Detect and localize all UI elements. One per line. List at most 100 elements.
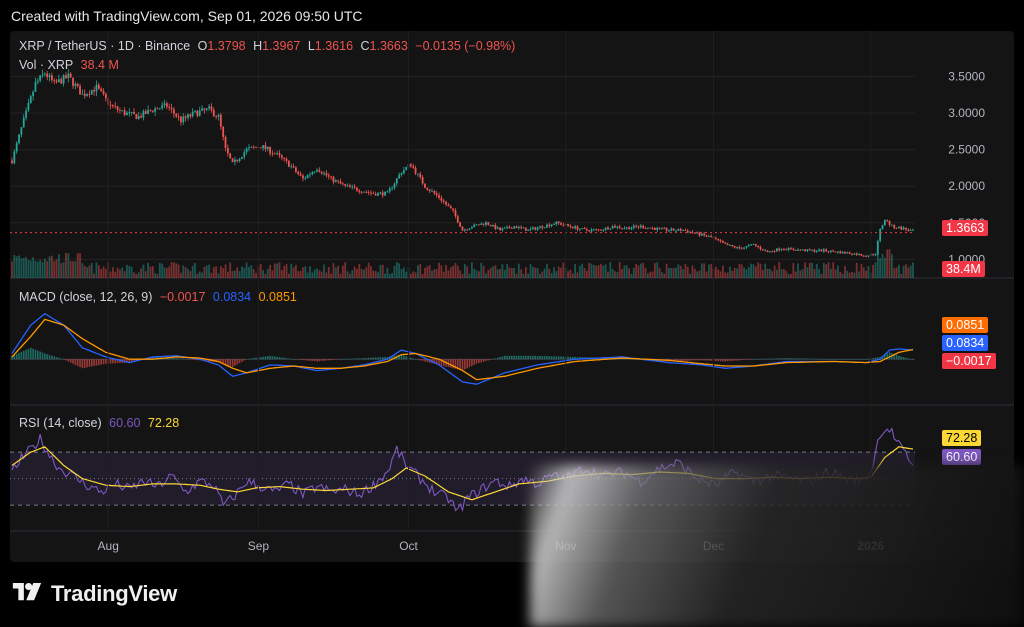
candle-body <box>309 174 311 176</box>
candle-body <box>384 191 386 196</box>
candle-body <box>381 192 384 196</box>
candle-body <box>421 177 424 184</box>
candle-body <box>158 108 161 110</box>
candle-body <box>893 224 896 229</box>
macd-histogram-bar <box>832 359 835 360</box>
candle-body <box>463 229 466 231</box>
candle-body <box>11 160 13 164</box>
volume-bar <box>675 267 677 278</box>
volume-bar <box>149 266 152 278</box>
macd-histogram-bar <box>386 356 389 360</box>
volume-bar <box>865 270 867 278</box>
candle-body <box>177 116 180 118</box>
volume-bar <box>729 266 731 278</box>
candle-body <box>287 160 290 167</box>
macd-histogram-bar <box>116 359 119 364</box>
candle-body <box>269 146 271 154</box>
candle-body <box>428 189 431 191</box>
volume-bar <box>278 262 281 278</box>
volume-bar <box>370 266 372 278</box>
volume-bar <box>119 269 121 278</box>
candle-body <box>879 229 882 241</box>
macd-histogram-bar <box>283 357 285 360</box>
symbol-label: XRP / TetherUS · 1D · Binance <box>19 39 191 53</box>
candle-body <box>140 116 142 118</box>
volume-bar <box>346 271 349 278</box>
candle-body <box>628 227 630 230</box>
macd-histogram-bar <box>745 359 748 360</box>
candle-body <box>722 241 724 243</box>
candle-body <box>79 85 81 95</box>
candle-body <box>27 103 30 111</box>
candle-body <box>670 228 673 231</box>
volume-bar <box>848 272 851 278</box>
volume-bar <box>290 263 293 278</box>
close-value: 1.3663 <box>369 39 408 53</box>
macd-histogram-bar <box>311 359 314 362</box>
volume-bar <box>776 269 778 278</box>
candle-body <box>243 152 246 157</box>
volume-bar <box>208 264 210 278</box>
macd-histogram-bar <box>278 357 281 360</box>
volume-bar <box>536 267 539 278</box>
volume-bar <box>539 273 541 278</box>
volume-bar <box>876 252 879 278</box>
volume-bar <box>646 273 649 278</box>
macd-histogram-bar <box>731 359 734 361</box>
macd-histogram-bar <box>522 355 525 360</box>
candle-body <box>20 127 23 135</box>
candle-body <box>130 111 133 113</box>
volume-bar <box>534 267 537 278</box>
volume-bar <box>262 270 264 278</box>
candle-body <box>822 249 825 252</box>
created-with-text: Created with TradingView.com, Sep 01, 20… <box>11 8 363 24</box>
macd-histogram-bar <box>353 358 356 360</box>
candle-body <box>393 183 396 188</box>
candle-body <box>196 110 199 116</box>
macd-histogram-bar <box>764 358 766 360</box>
macd-histogram-bar <box>691 359 694 361</box>
candle-body <box>285 158 288 161</box>
volume-bar <box>229 262 232 278</box>
macd-histogram-bar <box>766 358 769 360</box>
volume-bar <box>93 273 96 278</box>
candle-body <box>522 227 525 229</box>
candle-body <box>546 224 548 228</box>
volume-bar <box>34 260 37 278</box>
volume-bar <box>820 273 823 278</box>
candle-body <box>536 227 539 230</box>
candle-body <box>102 90 105 94</box>
macd-histogram-bar <box>433 359 436 364</box>
time-tick-label: Sep <box>248 539 270 553</box>
macd-histogram-bar <box>346 358 349 360</box>
macd-histogram-bar <box>607 357 609 360</box>
macd-histogram-bar <box>344 358 346 360</box>
volume-bar <box>318 270 321 278</box>
volume-bar <box>855 262 858 278</box>
macd-histogram-bar <box>412 358 415 360</box>
candle-body <box>194 110 196 112</box>
candle-body <box>53 80 56 81</box>
candle-body <box>677 228 680 231</box>
macd-histogram-bar <box>292 359 295 360</box>
volume-bar <box>311 272 314 278</box>
macd-histogram-bar <box>98 359 100 366</box>
candle-body <box>883 219 886 226</box>
candle-body <box>116 106 119 110</box>
volume-bar <box>513 268 516 278</box>
candle-body <box>323 172 325 174</box>
volume-bar <box>548 268 551 278</box>
candle-body <box>431 190 433 192</box>
rsi-tag: 60.60 <box>942 449 982 465</box>
volume-bar <box>581 263 584 278</box>
candle-body <box>534 227 537 230</box>
candle-body <box>119 109 121 111</box>
volume-bar <box>313 269 316 278</box>
time-tick-label: Aug <box>98 539 119 553</box>
macd-histogram-bar <box>288 358 290 360</box>
volume-bar <box>212 267 215 278</box>
volume-bar <box>829 268 832 278</box>
volume-bar <box>13 254 16 278</box>
volume-bar <box>670 268 673 278</box>
volume-bar <box>907 267 910 278</box>
